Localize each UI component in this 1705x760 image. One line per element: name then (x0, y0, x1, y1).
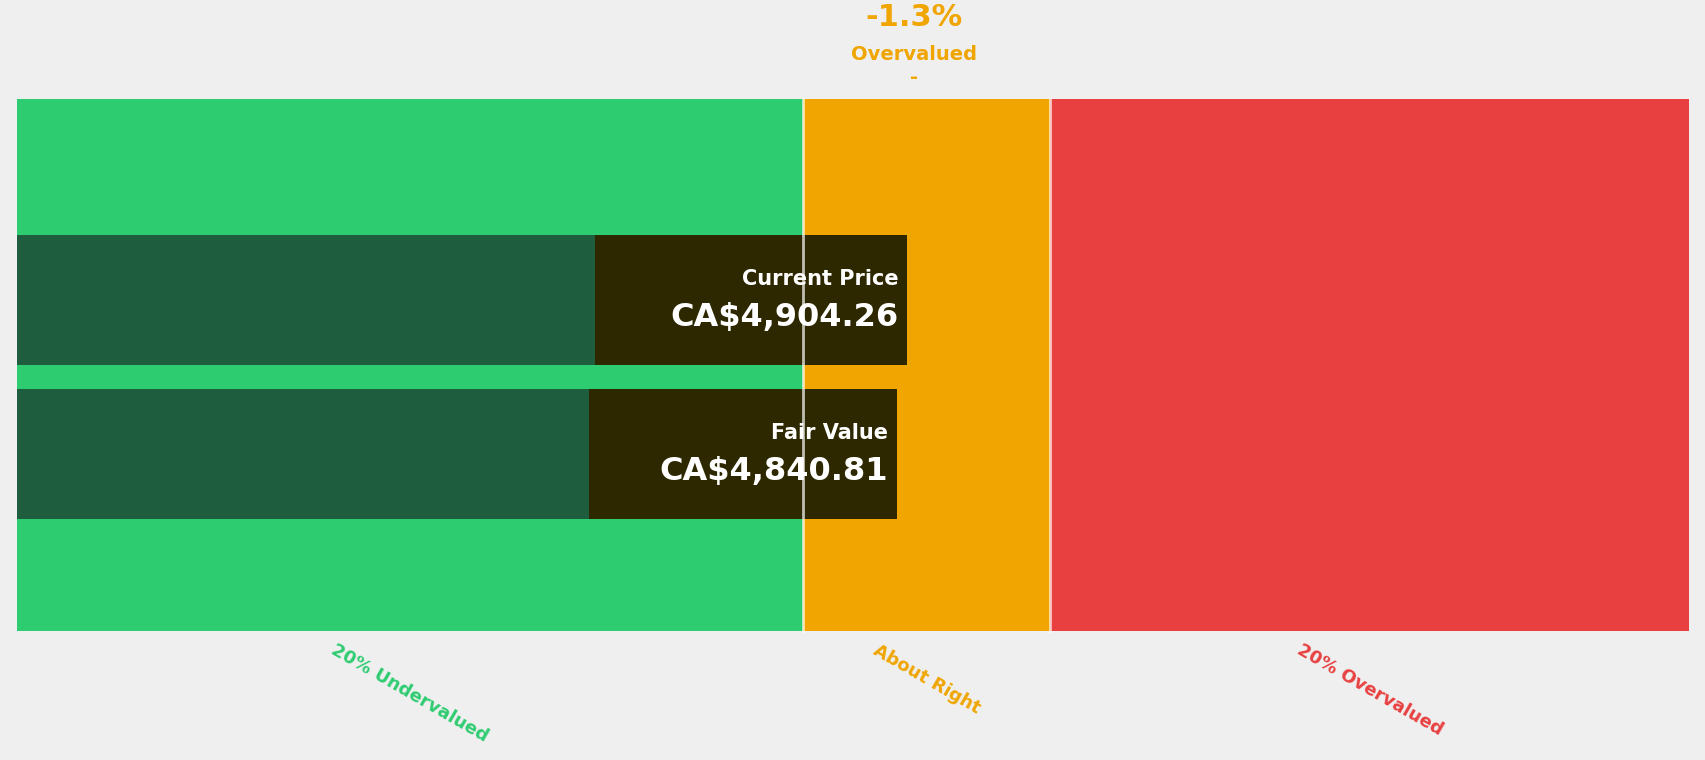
Bar (595, 235, 907, 365)
Text: -1.3%: -1.3% (864, 3, 962, 32)
Text: About Right: About Right (870, 641, 982, 717)
Text: CA$4,840.81: CA$4,840.81 (660, 456, 888, 487)
Text: 20% Overvalued: 20% Overvalued (1292, 641, 1444, 739)
Bar (17, 389, 897, 519)
Bar (17, 519, 803, 594)
Bar (803, 100, 1050, 631)
Text: Current Price: Current Price (742, 268, 899, 289)
Text: CA$4,904.26: CA$4,904.26 (670, 302, 899, 333)
Bar (17, 100, 803, 631)
Text: -: - (910, 68, 917, 87)
Bar (17, 235, 907, 365)
Bar (17, 203, 803, 232)
Text: 20% Undervalued: 20% Undervalued (327, 641, 491, 746)
Text: Overvalued: Overvalued (851, 45, 977, 64)
Bar (17, 363, 803, 389)
Bar (588, 389, 897, 519)
Text: Fair Value: Fair Value (771, 423, 888, 442)
Bar (1050, 100, 1688, 631)
